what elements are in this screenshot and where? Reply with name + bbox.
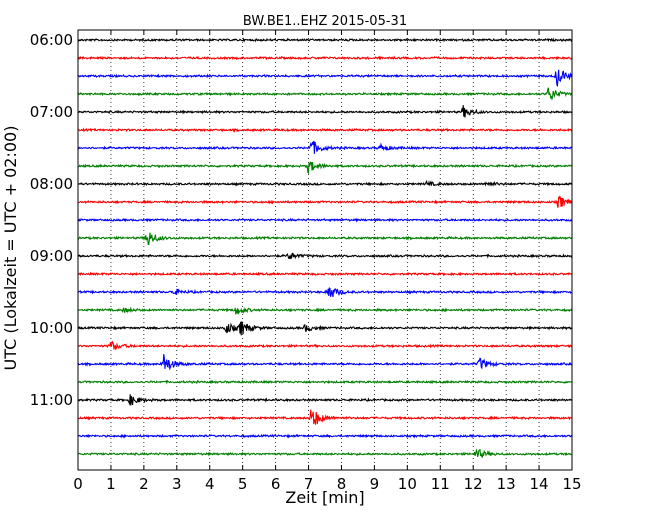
y-tick-label: 06:00 [30,31,73,49]
x-tick-label: 13 [497,475,516,493]
x-tick-label: 10 [398,475,417,493]
axis-ticks: 0 1 2 3 4 5 6 7 8 9 10 11 12 13 14 1506:0007:0008:0009:… [30,30,582,493]
trace-line [77,140,573,154]
trace-line [77,306,573,315]
x-tick-label: 5 [238,475,248,493]
trace-line [78,433,573,439]
x-tick-label: 4 [205,475,215,493]
x-tick-label: 11 [431,475,450,493]
trace-line [77,105,573,118]
grid-lines [110,30,540,470]
trace-line [77,87,573,101]
x-tick-label: 3 [172,475,182,493]
trace-line [77,409,573,425]
trace-line [77,179,573,187]
y-tick-label: 08:00 [30,175,73,193]
x-tick-label: 6 [271,475,281,493]
y-tick-label: 07:00 [30,103,73,121]
chart-title: BW.BE1..EHZ 2015-05-31 [243,14,407,29]
trace-line [77,127,573,133]
y-tick-label: 11:00 [30,391,73,409]
x-tick-label: 12 [464,475,483,493]
trace-line [77,160,573,175]
trace-line [77,69,573,87]
trace-line [77,37,573,43]
trace-line [77,321,573,336]
x-tick-label: 9 [370,475,380,493]
trace-line [77,448,572,458]
trace-lines [77,37,573,458]
x-tick-label: 2 [139,475,149,493]
x-tick-label: 7 [304,475,314,493]
y-tick-label: 10:00 [30,319,73,337]
x-tick-label: 14 [530,475,549,493]
trace-line [77,271,573,277]
trace-line [77,379,572,385]
x-tick-label: 0 [73,475,83,493]
trace-line [77,252,573,260]
x-tick-label: 1 [106,475,116,493]
x-tick-label: 8 [337,475,347,493]
trace-line [77,55,573,61]
plot-frame [77,29,573,471]
y-tick-label: 09:00 [30,247,73,265]
trace-line [77,340,573,351]
trace-line [77,394,573,406]
trace-line [77,354,572,371]
trace-line [77,195,573,208]
x-axis-label: Zeit [min] [285,488,364,507]
y-axis-label: UTC (Lokalzeit = UTC + 02:00) [1,126,20,371]
trace-line [77,232,573,246]
trace-line [77,217,573,223]
x-tick-label: 15 [562,475,581,493]
trace-line [77,287,573,298]
